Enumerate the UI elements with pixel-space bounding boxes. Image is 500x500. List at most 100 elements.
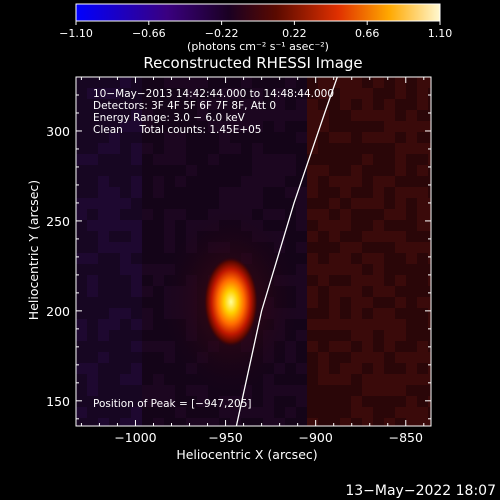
background-tile (186, 154, 197, 165)
background-tile (307, 264, 318, 275)
background-tile (362, 407, 373, 418)
background-tile (351, 121, 362, 132)
background-tile (186, 121, 197, 132)
background-tile (329, 143, 340, 154)
background-tile (142, 121, 153, 132)
background-tile (142, 341, 153, 352)
background-tile (186, 132, 197, 143)
background-tile (153, 330, 164, 341)
emission-source (203, 256, 258, 347)
background-tile (131, 242, 142, 253)
background-tile (406, 154, 417, 165)
background-tile (351, 297, 362, 308)
background-tile (395, 132, 406, 143)
background-tile (373, 88, 384, 99)
background-tile (296, 275, 307, 286)
background-tile (142, 363, 153, 374)
background-tile (395, 330, 406, 341)
background-tile (208, 407, 219, 418)
background-tile (296, 374, 307, 385)
background-tile (362, 253, 373, 264)
background-tile (109, 110, 120, 121)
background-tile (329, 396, 340, 407)
background-tile (175, 176, 186, 187)
background-tile (175, 220, 186, 231)
x-axis-label: Heliocentric X (arcsec) (176, 447, 317, 462)
background-tile (362, 374, 373, 385)
background-tile (164, 418, 175, 426)
background-tile (296, 297, 307, 308)
background-tile (109, 396, 120, 407)
background-tile (142, 209, 153, 220)
background-tile (318, 143, 329, 154)
background-tile (120, 242, 131, 253)
background-tile (417, 99, 428, 110)
background-tile (197, 209, 208, 220)
background-tile (263, 88, 274, 99)
background-tile (329, 286, 340, 297)
background-tile (98, 374, 109, 385)
background-tile (307, 77, 318, 88)
background-tile (384, 209, 395, 220)
background-tile (120, 121, 131, 132)
background-tile (153, 220, 164, 231)
background-tile (406, 121, 417, 132)
background-tile (98, 385, 109, 396)
background-tile (98, 77, 109, 88)
background-tile (362, 187, 373, 198)
background-tile (395, 143, 406, 154)
background-tile (351, 132, 362, 143)
background-tile (428, 165, 431, 176)
background-tile (373, 99, 384, 110)
background-tile (153, 407, 164, 418)
background-tile (252, 110, 263, 121)
background-tile (406, 110, 417, 121)
background-tile (428, 132, 431, 143)
background-tile (87, 286, 98, 297)
background-tile (274, 209, 285, 220)
background-tile (351, 319, 362, 330)
background-tile (109, 143, 120, 154)
background-tile (153, 154, 164, 165)
x-tick-label: −950 (208, 430, 242, 445)
background-tile (153, 275, 164, 286)
background-tile (120, 154, 131, 165)
background-tile (274, 77, 285, 88)
background-tile (395, 154, 406, 165)
background-tile (318, 352, 329, 363)
background-tile (153, 77, 164, 88)
background-tile (274, 99, 285, 110)
background-tile (252, 165, 263, 176)
background-tile (351, 77, 362, 88)
background-tile (131, 198, 142, 209)
background-tile (241, 176, 252, 187)
background-tile (351, 110, 362, 121)
background-tile (417, 286, 428, 297)
background-tile (428, 220, 431, 231)
background-tile (219, 396, 230, 407)
background-tile (329, 242, 340, 253)
background-tile (417, 242, 428, 253)
background-tile (428, 308, 431, 319)
background-tile (318, 99, 329, 110)
background-tile (87, 264, 98, 275)
background-tile (285, 385, 296, 396)
background-tile (230, 132, 241, 143)
background-tile (384, 385, 395, 396)
background-tile (351, 253, 362, 264)
background-tile (197, 88, 208, 99)
background-tile (384, 231, 395, 242)
background-tile (351, 374, 362, 385)
background-tile (318, 220, 329, 231)
background-tile (219, 88, 230, 99)
plot-frame (75, 76, 432, 427)
background-tile (109, 231, 120, 242)
background-tile (351, 385, 362, 396)
background-tile (373, 198, 384, 209)
background-tile (340, 242, 351, 253)
background-tile (406, 143, 417, 154)
background-tile (131, 374, 142, 385)
background-tile (318, 154, 329, 165)
background-tile (120, 275, 131, 286)
background-tile (340, 264, 351, 275)
